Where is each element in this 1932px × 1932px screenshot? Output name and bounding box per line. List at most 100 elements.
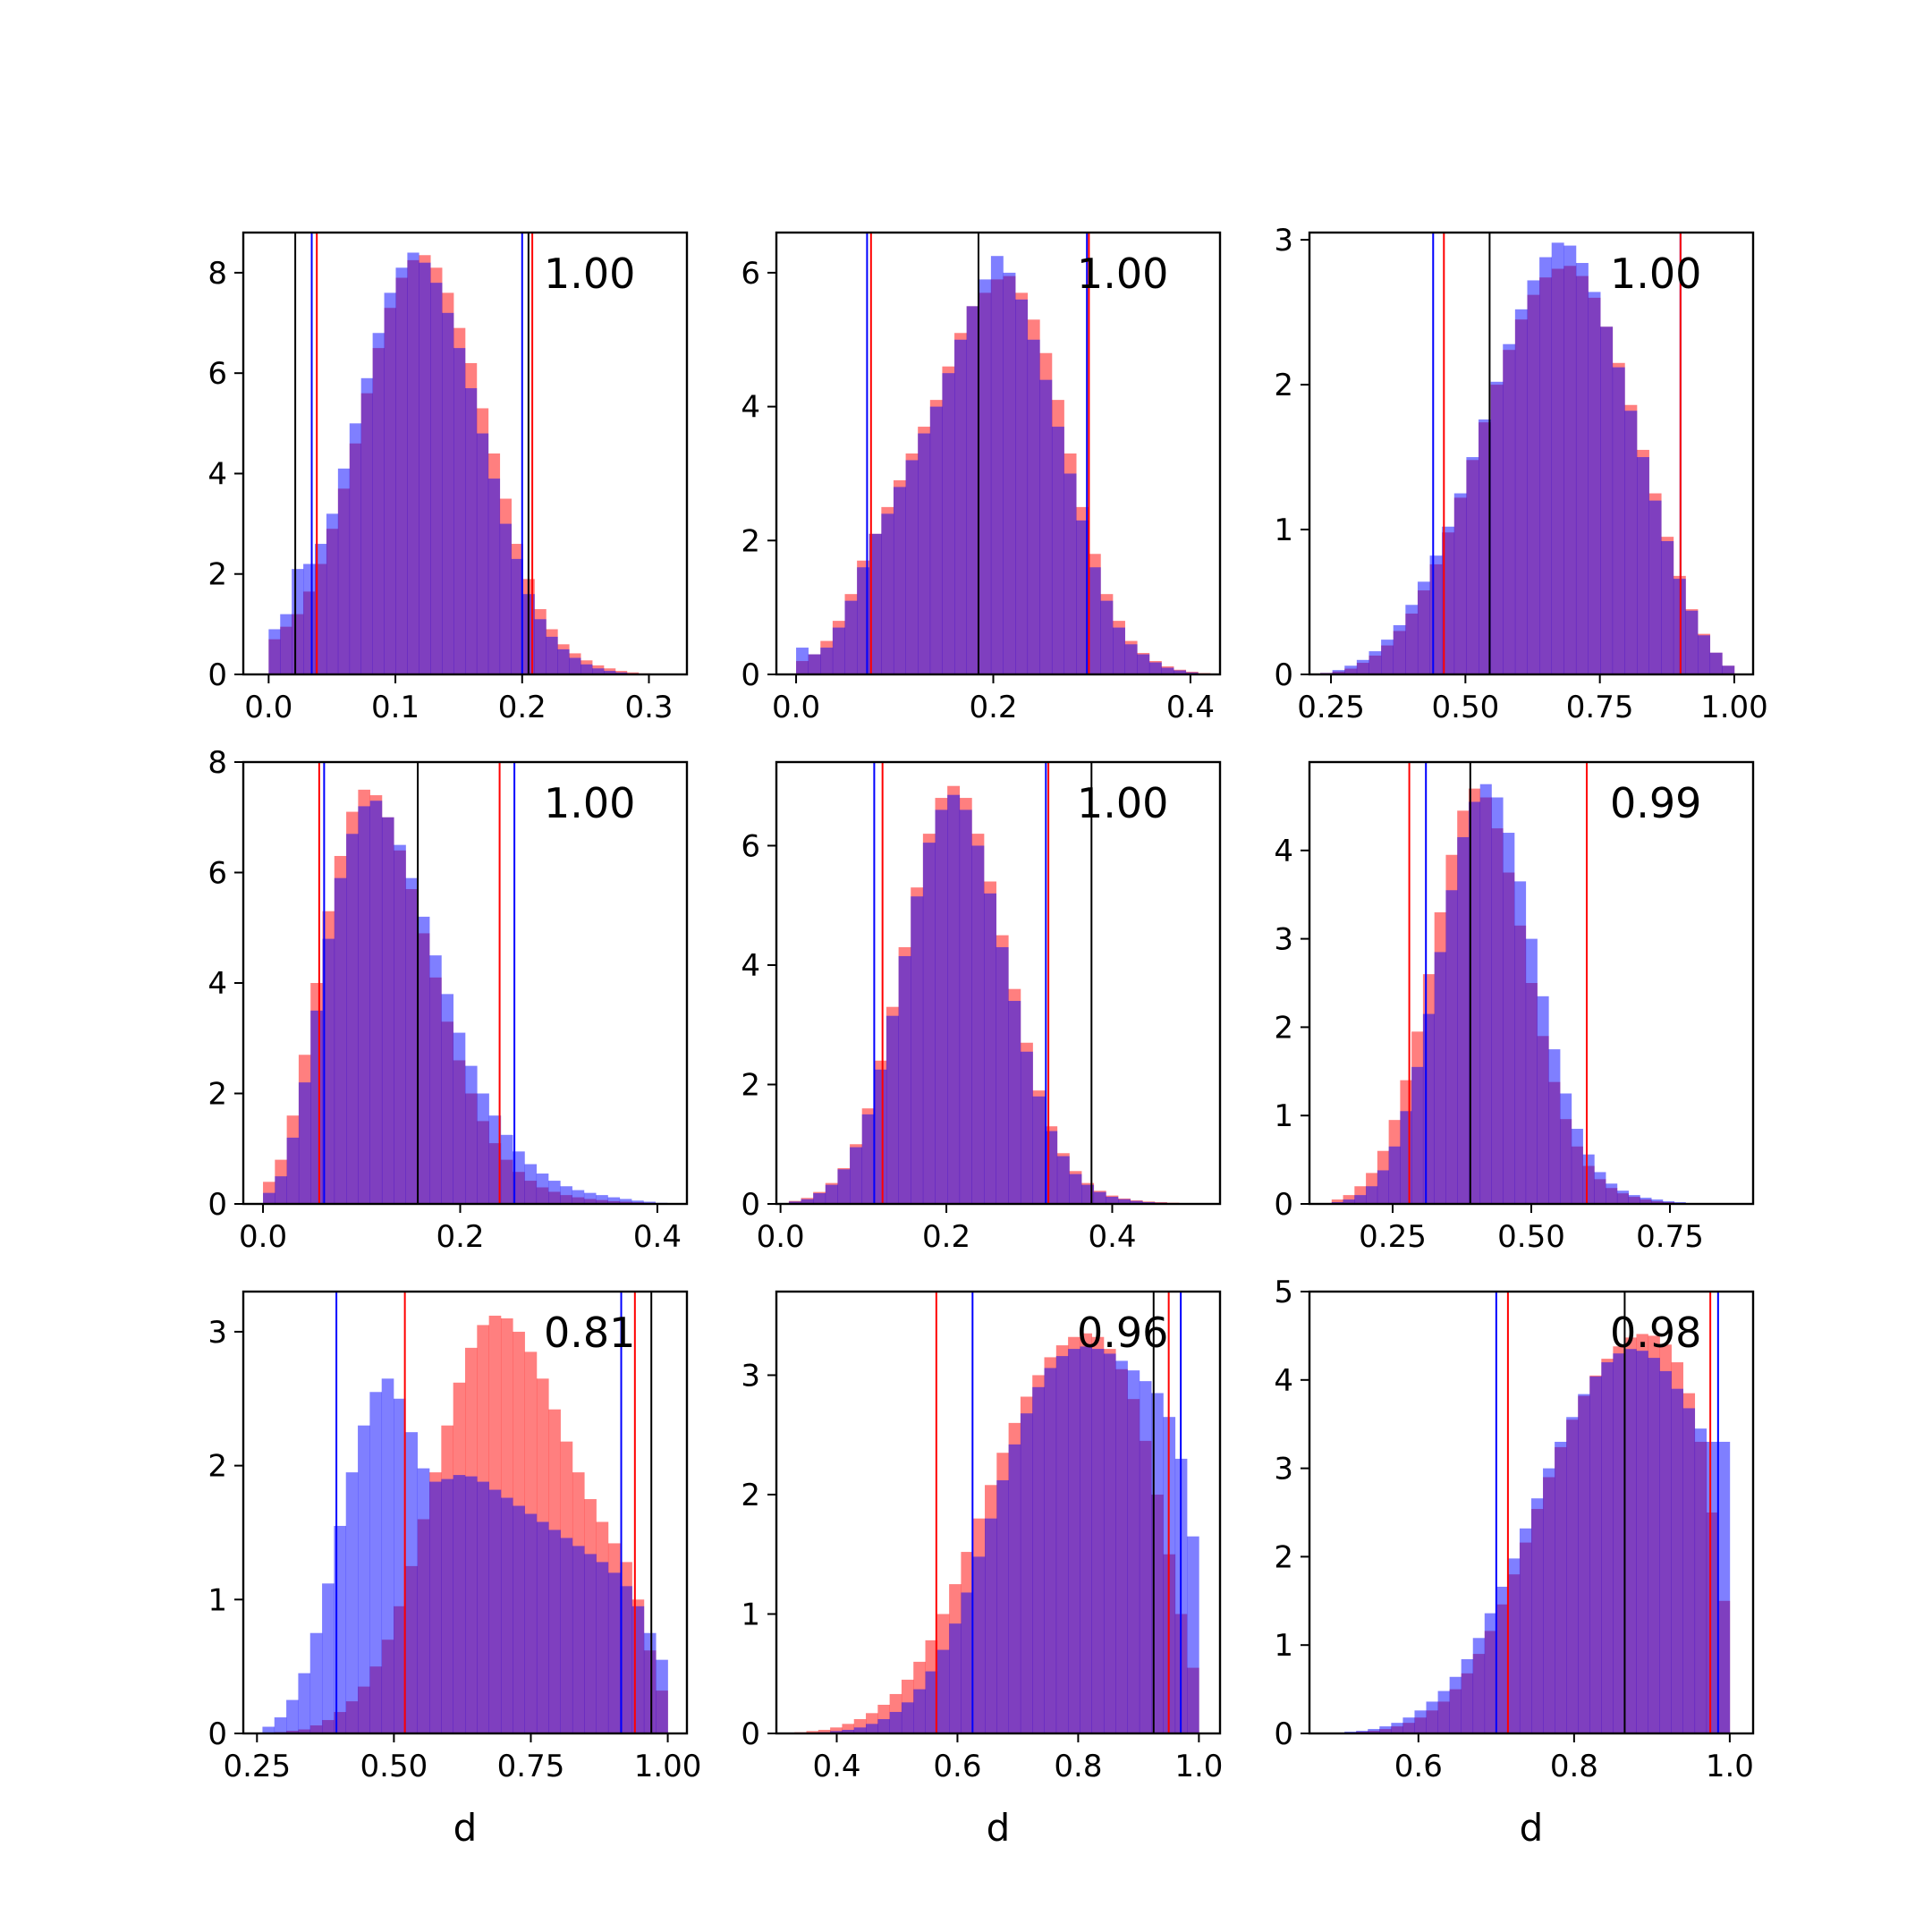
blue-histogram-bar: [407, 252, 419, 674]
axes-frame: [242, 231, 689, 676]
blue-histogram-bar: [476, 433, 489, 674]
blue-histogram-bar: [500, 1497, 513, 1733]
blue-histogram-bar: [1671, 1388, 1683, 1733]
blue-histogram-bar: [643, 1201, 656, 1204]
y-tick-label: 5: [1274, 1275, 1293, 1310]
x-tick-label: 1.00: [634, 1749, 702, 1784]
blue-histogram-bar: [905, 460, 919, 674]
blue-histogram-bar: [360, 377, 373, 674]
blue-histogram-bar: [1417, 581, 1430, 674]
corner-annotation: 1.00: [1077, 779, 1168, 827]
x-tick-label: 0.4: [633, 1219, 682, 1255]
plot-area: [268, 233, 662, 674]
blue-histogram-bar: [1503, 343, 1516, 674]
blue-histogram-bar: [322, 938, 335, 1204]
blue-histogram-bar: [1088, 567, 1101, 674]
corner-annotation: 1.00: [1610, 250, 1701, 298]
blue-histogram-bar: [796, 648, 809, 674]
blue-histogram-bar: [607, 1572, 621, 1733]
blue-histogram-bar: [262, 1726, 275, 1733]
blue-histogram-bar: [477, 1481, 489, 1733]
blue-histogram-bar: [286, 1699, 299, 1733]
blue-histogram-bar: [292, 569, 304, 674]
blue-histogram-bar: [1496, 1586, 1509, 1733]
x-tick-label: 0.6: [1394, 1749, 1443, 1784]
blue-histogram-bar: [947, 794, 961, 1204]
blue-histogram-bar: [596, 1562, 609, 1733]
y-tick-label: 0: [208, 1716, 227, 1752]
blue-histogram-bar: [334, 877, 347, 1204]
blue-histogram-bar: [1174, 670, 1187, 674]
y-tick-label: 6: [741, 828, 760, 864]
blue-histogram-bar: [1008, 1001, 1021, 1204]
blue-histogram-bar: [358, 806, 370, 1204]
blue-histogram-bar: [1453, 493, 1467, 674]
blue-histogram-bar: [985, 1518, 997, 1733]
y-tick-label: 4: [1274, 834, 1293, 869]
blue-histogram-bar: [572, 1546, 585, 1733]
blue-histogram-bar: [971, 845, 985, 1204]
x-tick-label: 0.25: [1297, 690, 1365, 725]
blue-histogram-bar: [1356, 1731, 1368, 1733]
blue-histogram-bar: [1354, 1195, 1367, 1204]
blue-histogram-bar: [592, 668, 605, 674]
blue-histogram-bar: [1594, 1172, 1606, 1204]
blue-histogram-bar: [604, 671, 616, 674]
x-tick-label: 0.2: [498, 690, 547, 725]
blue-histogram-bar: [1015, 299, 1029, 674]
blue-histogram-bar: [1381, 640, 1394, 674]
y-tick-label: 6: [741, 256, 760, 292]
blue-histogram-bar: [298, 1673, 311, 1733]
blue-histogram-bar: [1527, 280, 1540, 674]
blue-histogram-bar: [866, 1724, 878, 1733]
corner-annotation: 0.96: [1077, 1309, 1168, 1357]
blue-histogram-bar: [381, 817, 394, 1204]
blue-histogram-bar: [918, 433, 931, 674]
x-axis-label: d: [987, 1806, 1011, 1850]
blue-histogram-bar: [788, 1201, 801, 1204]
y-tick-label: 2: [1274, 1539, 1293, 1575]
blue-histogram-bar: [309, 1632, 323, 1733]
blue-histogram-bar: [631, 1606, 645, 1733]
blue-histogram-bar: [322, 1583, 335, 1733]
blue-histogram-bar: [1434, 952, 1446, 1204]
blue-histogram-bar: [1601, 1362, 1614, 1733]
blue-histogram-bar: [1187, 1536, 1199, 1733]
blue-histogram-bar: [1068, 1349, 1080, 1733]
blue-histogram-bar: [1442, 526, 1455, 674]
blue-histogram-bar: [1426, 1701, 1438, 1733]
y-tick-label: 2: [208, 557, 227, 593]
corner-annotation: 1.00: [544, 250, 635, 298]
blue-histogram-bar: [1648, 1358, 1660, 1733]
blue-histogram-bar: [511, 558, 523, 674]
blue-histogram-bar: [1543, 1468, 1555, 1733]
x-tick-label: 1.0: [1174, 1749, 1223, 1784]
blue-histogram-bar: [596, 1195, 608, 1204]
blue-histogram-bar: [548, 1181, 561, 1204]
y-tick-label: 1: [1274, 1098, 1293, 1134]
x-tick-label: 0.50: [1497, 1219, 1565, 1255]
blue-histogram-bar: [1115, 1360, 1128, 1733]
blue-histogram-bar: [1080, 1346, 1092, 1733]
blue-histogram-bar: [1525, 938, 1538, 1204]
blue-histogram-bar: [345, 1472, 359, 1733]
y-tick-label: 3: [1274, 223, 1293, 258]
blue-histogram-bar: [808, 654, 821, 674]
blue-histogram-bar: [1637, 457, 1649, 674]
plot-area: [262, 1292, 668, 1733]
x-tick-label: 0.1: [371, 690, 419, 725]
blue-histogram-bar: [465, 1476, 478, 1733]
blue-histogram-bar: [310, 1010, 323, 1204]
y-tick-label: 8: [208, 256, 227, 292]
blue-histogram-bar: [949, 1623, 962, 1733]
blue-histogram-bar: [850, 1147, 863, 1204]
x-tick-label: 0.25: [1359, 1219, 1427, 1255]
blue-histogram-bar: [893, 487, 906, 674]
blue-histogram-bar: [524, 1513, 538, 1733]
blue-histogram-bar: [1539, 257, 1553, 674]
blue-histogram-bar: [842, 1729, 855, 1733]
blue-histogram-bar: [1445, 890, 1458, 1204]
blue-histogram-bar: [1103, 1353, 1116, 1733]
axes-frame: [775, 1290, 1222, 1735]
blue-histogram-bar: [1106, 1196, 1119, 1204]
